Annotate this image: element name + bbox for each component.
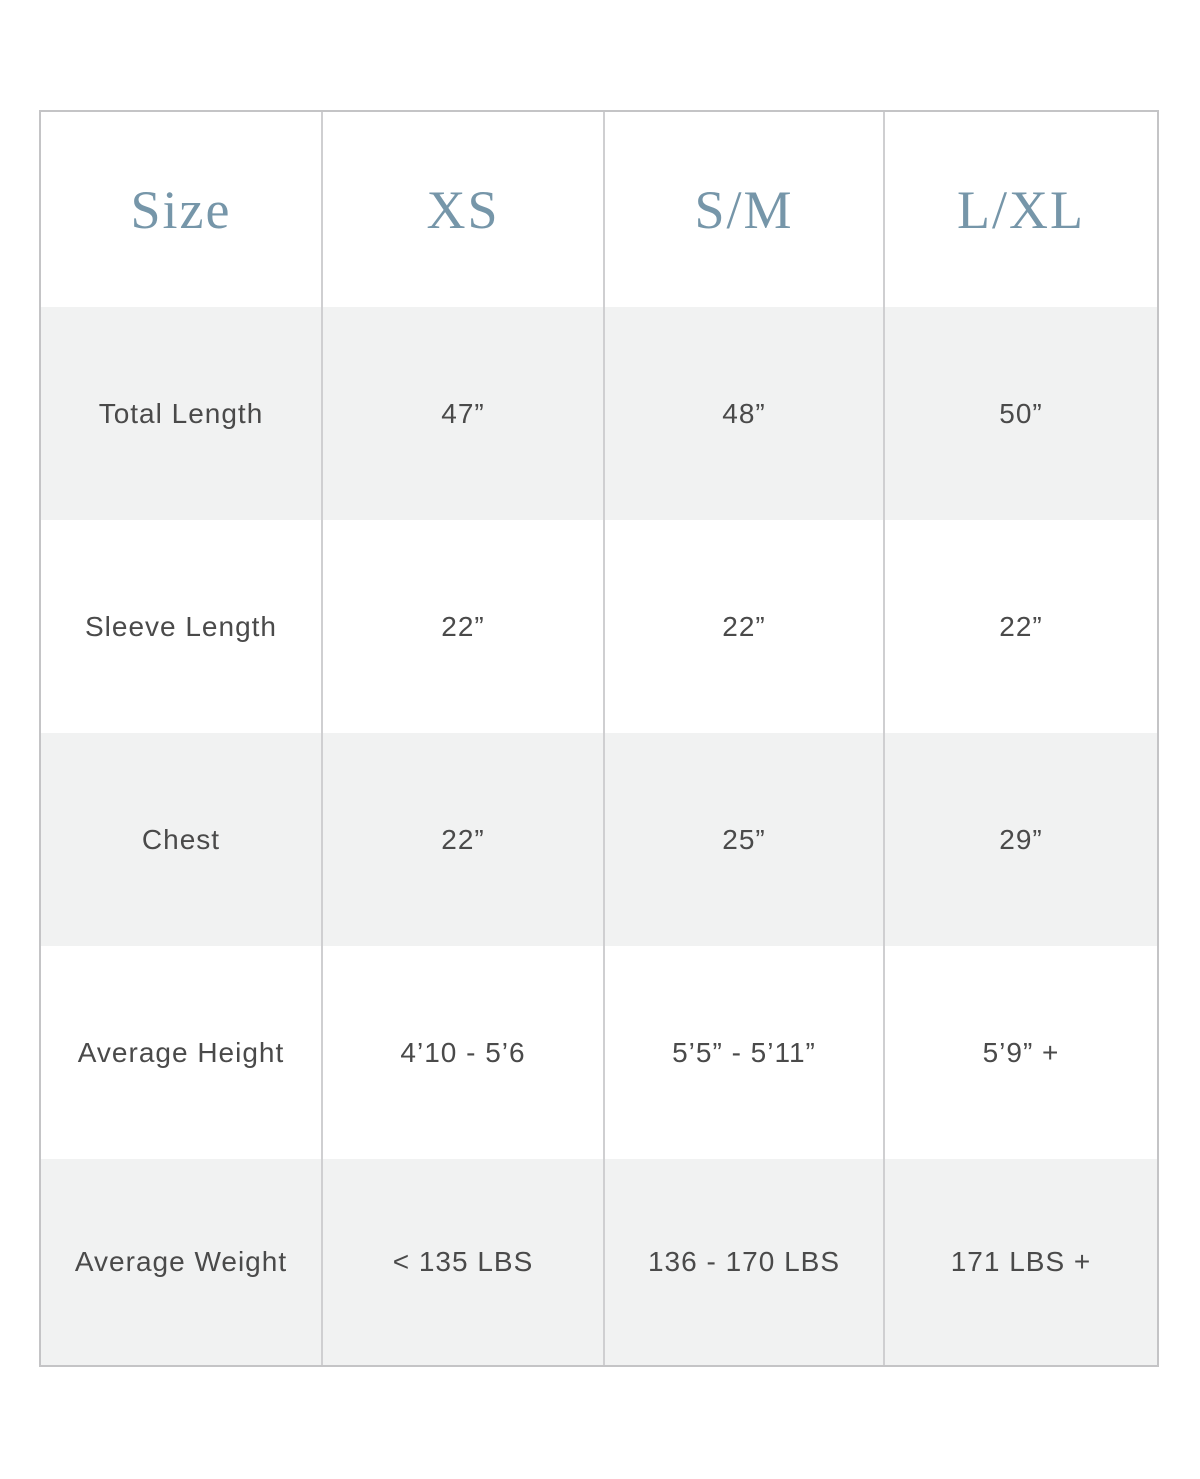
cell-average-weight-xs: < 135 LBS — [321, 1159, 603, 1365]
cell-average-weight-lxl: 171 LBS + — [883, 1159, 1157, 1365]
cell-average-height-sm: 5’5” - 5’11” — [603, 946, 883, 1159]
cell-chest-lxl: 29” — [883, 733, 1157, 946]
row-label-average-height: Average Height — [77, 1036, 285, 1068]
header-size-xs: XS — [321, 112, 603, 307]
header-size-sm: S/M — [603, 112, 883, 307]
row-label-total-length: Total Length — [41, 307, 321, 520]
cell-total-length-sm: 48” — [603, 307, 883, 520]
row-label-chest: Chest — [41, 733, 321, 946]
header-size-lxl: L/XL — [883, 112, 1157, 307]
cell-average-height-xs: 4’10 - 5’6 — [321, 946, 603, 1159]
cell-average-weight-sm: 136 - 170 LBS — [603, 1159, 883, 1365]
cell-sleeve-length-xs: 22” — [321, 520, 603, 733]
row-label-average-weight: Average Weight — [41, 1159, 321, 1365]
cell-sleeve-length-lxl: 22” — [883, 520, 1157, 733]
cell-average-height-lxl: 5’9” + — [883, 946, 1157, 1159]
cell-sleeve-length-sm: 22” — [603, 520, 883, 733]
cell-chest-sm: 25” — [603, 733, 883, 946]
row-label-sleeve-length: Sleeve Length — [84, 610, 278, 642]
cell-chest-xs: 22” — [321, 733, 603, 946]
cell-total-length-lxl: 50” — [883, 307, 1157, 520]
cell-total-length-xs: 47” — [321, 307, 603, 520]
size-chart-table: Size XS S/M L/XL Total Length 47” 48” 50… — [39, 110, 1159, 1367]
header-size-label: Size — [130, 179, 232, 240]
